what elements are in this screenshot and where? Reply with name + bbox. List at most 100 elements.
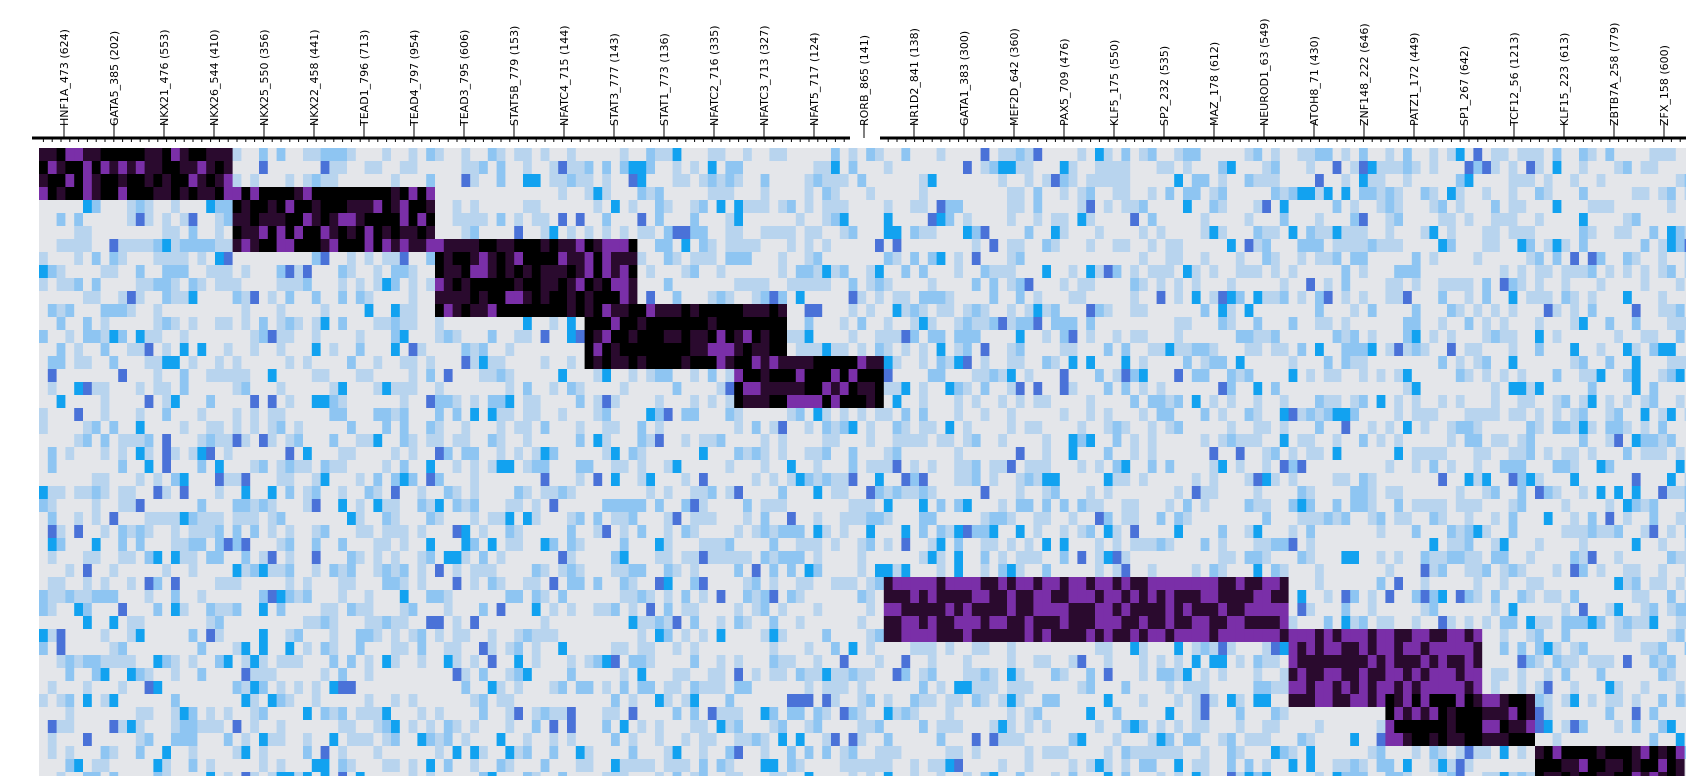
heatmap-cell [611,161,621,175]
heatmap-cell [320,486,330,500]
heatmap-cell [443,395,453,409]
heatmap-cell [443,226,453,240]
heatmap-cell [144,304,154,318]
heatmap-cell [848,486,858,500]
heatmap-cell [1447,382,1457,396]
heatmap-cell [1543,317,1553,331]
heatmap-cell [1121,317,1131,331]
heatmap-cell [109,473,119,487]
heatmap-cell [294,343,304,357]
heatmap-cell [1130,161,1140,175]
heatmap-cell [1033,252,1043,266]
heatmap-cell [514,447,524,461]
heatmap-cell [285,395,295,409]
heatmap-cell [171,252,181,266]
heatmap-cell [162,239,172,253]
heatmap-cell [857,382,867,396]
heatmap-cell [1306,187,1316,201]
heatmap-cell [1209,148,1219,162]
heatmap-cell [549,174,559,188]
heatmap-cell [540,317,550,331]
heatmap-cell [954,278,964,292]
heatmap-cell [1667,382,1677,396]
heatmap-cell [399,473,409,487]
heatmap-cell [285,343,295,357]
heatmap-cell [285,304,295,318]
heatmap-cell [1667,200,1677,214]
heatmap-cell [1068,330,1078,344]
heatmap-cell [1165,239,1175,253]
heatmap-cell [250,343,260,357]
heatmap-cell [74,278,84,292]
heatmap-cell [734,148,744,162]
heatmap-cell [127,291,137,305]
heatmap-cell [989,473,999,487]
heatmap-cell [1605,148,1615,162]
heatmap-cell [470,174,480,188]
heatmap-cell [1684,382,1686,396]
heatmap-cell [153,434,163,448]
heatmap-cell [963,213,973,227]
heatmap-cell [417,304,427,318]
heatmap-cell [487,161,497,175]
heatmap-cell [408,408,418,422]
heatmap-cell [813,330,823,344]
heatmap-cell [734,369,744,383]
heatmap-cell [734,486,744,500]
heatmap-cell [65,278,75,292]
heatmap-cell [294,330,304,344]
heatmap-cell [707,395,717,409]
heatmap-cell [1473,330,1483,344]
heatmap-cell [135,148,145,162]
heatmap-cell [1165,278,1175,292]
heatmap-cell [575,148,585,162]
heatmap-cell [74,239,84,253]
heatmap-cell [760,356,770,370]
heatmap-cell [179,434,189,448]
heatmap-cell [1112,395,1122,409]
heatmap-cell [910,421,920,435]
heatmap-cell [294,473,304,487]
heatmap-cell [179,317,189,331]
heatmap-cell [1306,460,1316,474]
heatmap-cell [822,239,832,253]
heatmap-cell [1147,304,1157,318]
heatmap-cell [989,330,999,344]
heatmap-cell [1429,408,1439,422]
heatmap-cell [1359,187,1369,201]
heatmap-cell [329,460,339,474]
heatmap-cell [259,434,269,448]
heatmap-cell [505,265,515,279]
heatmap-cell [303,252,313,266]
heatmap-cell [804,278,814,292]
heatmap-cell [47,460,57,474]
heatmap-cell [531,213,541,227]
heatmap-cell [1631,356,1641,370]
heatmap-cell [1139,473,1149,487]
heatmap-cell [355,330,365,344]
heatmap-cell [417,447,427,461]
heatmap-cell [743,213,753,227]
heatmap-cell [294,161,304,175]
heatmap-cell [743,200,753,214]
heatmap-cell [74,174,84,188]
heatmap-cell [567,265,577,279]
heatmap-cell [1429,395,1439,409]
heatmap-cell [399,304,409,318]
heatmap-cell [1253,200,1263,214]
heatmap-cell [602,421,612,435]
heatmap-cell [716,187,726,201]
heatmap-cell [56,213,66,227]
heatmap-cell [883,434,893,448]
heatmap-cell [1271,304,1281,318]
heatmap-cell [267,343,277,357]
heatmap-cell [215,382,225,396]
heatmap-cell [1288,161,1298,175]
heatmap-cell [523,200,533,214]
heatmap-cell [1095,317,1105,331]
heatmap-cell [883,421,893,435]
heatmap-cell [338,291,348,305]
heatmap-cell [707,161,717,175]
heatmap-cell [276,382,286,396]
heatmap-cell [1429,265,1439,279]
